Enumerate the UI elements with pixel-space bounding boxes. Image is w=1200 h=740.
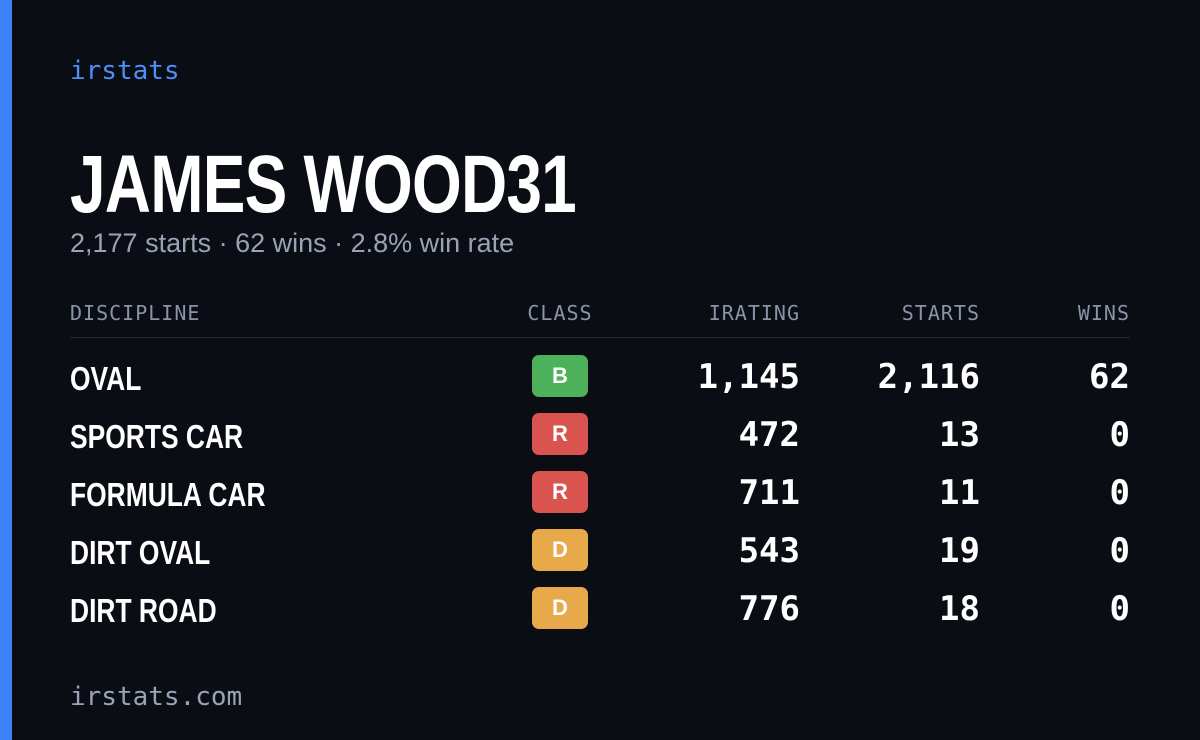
irating: 472 xyxy=(738,415,800,455)
starts: 11 xyxy=(939,473,980,513)
wins: 62 xyxy=(1089,357,1130,397)
class-badge: D xyxy=(532,529,588,571)
irating: 543 xyxy=(738,531,800,571)
class-badge: R xyxy=(532,413,588,455)
column-header: DISCIPLINE xyxy=(70,301,201,325)
accent-stripe xyxy=(0,0,12,740)
irating: 1,145 xyxy=(697,357,800,397)
discipline: OVAL xyxy=(70,360,142,397)
discipline: DIRT OVAL xyxy=(70,534,211,571)
discipline: FORMULA CAR xyxy=(70,476,266,513)
discipline: DIRT ROAD xyxy=(70,592,217,629)
discipline: SPORTS CAR xyxy=(70,418,244,455)
wins: 0 xyxy=(1109,473,1130,513)
irating: 776 xyxy=(738,589,800,629)
wins: 0 xyxy=(1109,589,1130,629)
starts: 18 xyxy=(939,589,980,629)
column-header: IRATING xyxy=(708,301,800,325)
wins: 0 xyxy=(1109,531,1130,571)
starts: 19 xyxy=(939,531,980,571)
class-badge: R xyxy=(532,471,588,513)
wins: 0 xyxy=(1109,415,1130,455)
brand: irstats xyxy=(70,56,180,86)
column-header: CLASS xyxy=(527,301,593,325)
starts: 13 xyxy=(939,415,980,455)
column-header: STARTS xyxy=(901,301,980,325)
column-header: WINS xyxy=(1077,301,1130,325)
starts: 2,116 xyxy=(877,357,980,397)
footer: irstats.com xyxy=(70,682,243,712)
profile-name: JAMES WOOD31 xyxy=(70,139,577,230)
profile-summary: 2,177 starts · 62 wins · 2.8% win rate xyxy=(70,228,515,258)
class-badge: B xyxy=(532,355,588,397)
class-badge: D xyxy=(532,587,588,629)
divider xyxy=(70,337,1130,338)
irating: 711 xyxy=(738,473,800,513)
